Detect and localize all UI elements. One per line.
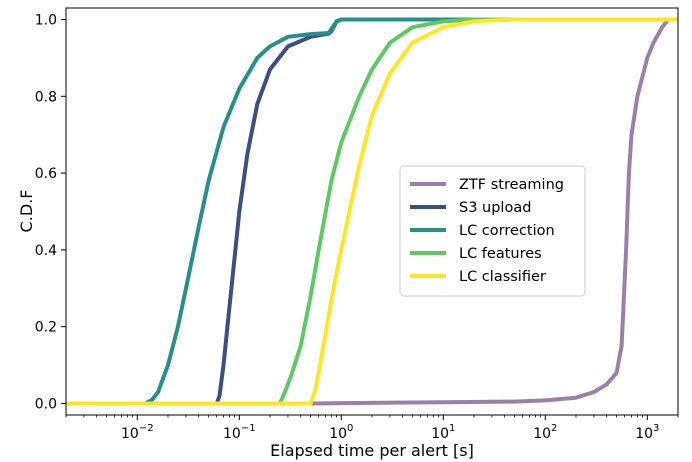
y-tick-label: 1.0 xyxy=(35,13,57,29)
x-tick-label: 103 xyxy=(635,423,659,442)
x-tick-label: 100 xyxy=(329,423,353,442)
legend-label-2: LC correction xyxy=(459,223,555,239)
x-tick-label: 10−1 xyxy=(223,423,256,442)
series-line-2 xyxy=(66,17,678,406)
y-tick-label: 0.2 xyxy=(35,320,57,336)
x-tick-label: 10−2 xyxy=(121,423,154,442)
x-tick-label: 102 xyxy=(533,423,557,442)
series-line-0 xyxy=(66,17,678,406)
legend-box xyxy=(399,165,586,297)
y-axis-label: C.D.F xyxy=(17,190,36,233)
series-lines xyxy=(66,17,678,406)
legend-label-4: LC classifier xyxy=(459,269,546,285)
series-line-3 xyxy=(66,17,678,406)
legend-label-0: ZTF streaming xyxy=(459,177,564,193)
y-tick-label: 0.4 xyxy=(35,243,57,259)
y-tick-label: 0.0 xyxy=(35,396,57,412)
legend-label-1: S3 upload xyxy=(459,200,531,216)
y-axis-ticks: 0.0 0.2 0.4 0.6 0.8 1.0 xyxy=(35,13,66,412)
y-tick-label: 0.8 xyxy=(35,89,57,105)
x-axis-ticks: 10−2 10−1 100 101 102 103 xyxy=(65,415,679,442)
series-line-4 xyxy=(66,17,678,406)
legend-label-3: LC features xyxy=(459,246,542,262)
x-tick-label: 101 xyxy=(431,423,455,442)
y-tick-label: 0.6 xyxy=(35,166,57,182)
legend: ZTF streaming S3 upload LC correction LC fe… xyxy=(399,165,586,297)
x-axis-label: Elapsed time per alert [s] xyxy=(270,441,474,460)
